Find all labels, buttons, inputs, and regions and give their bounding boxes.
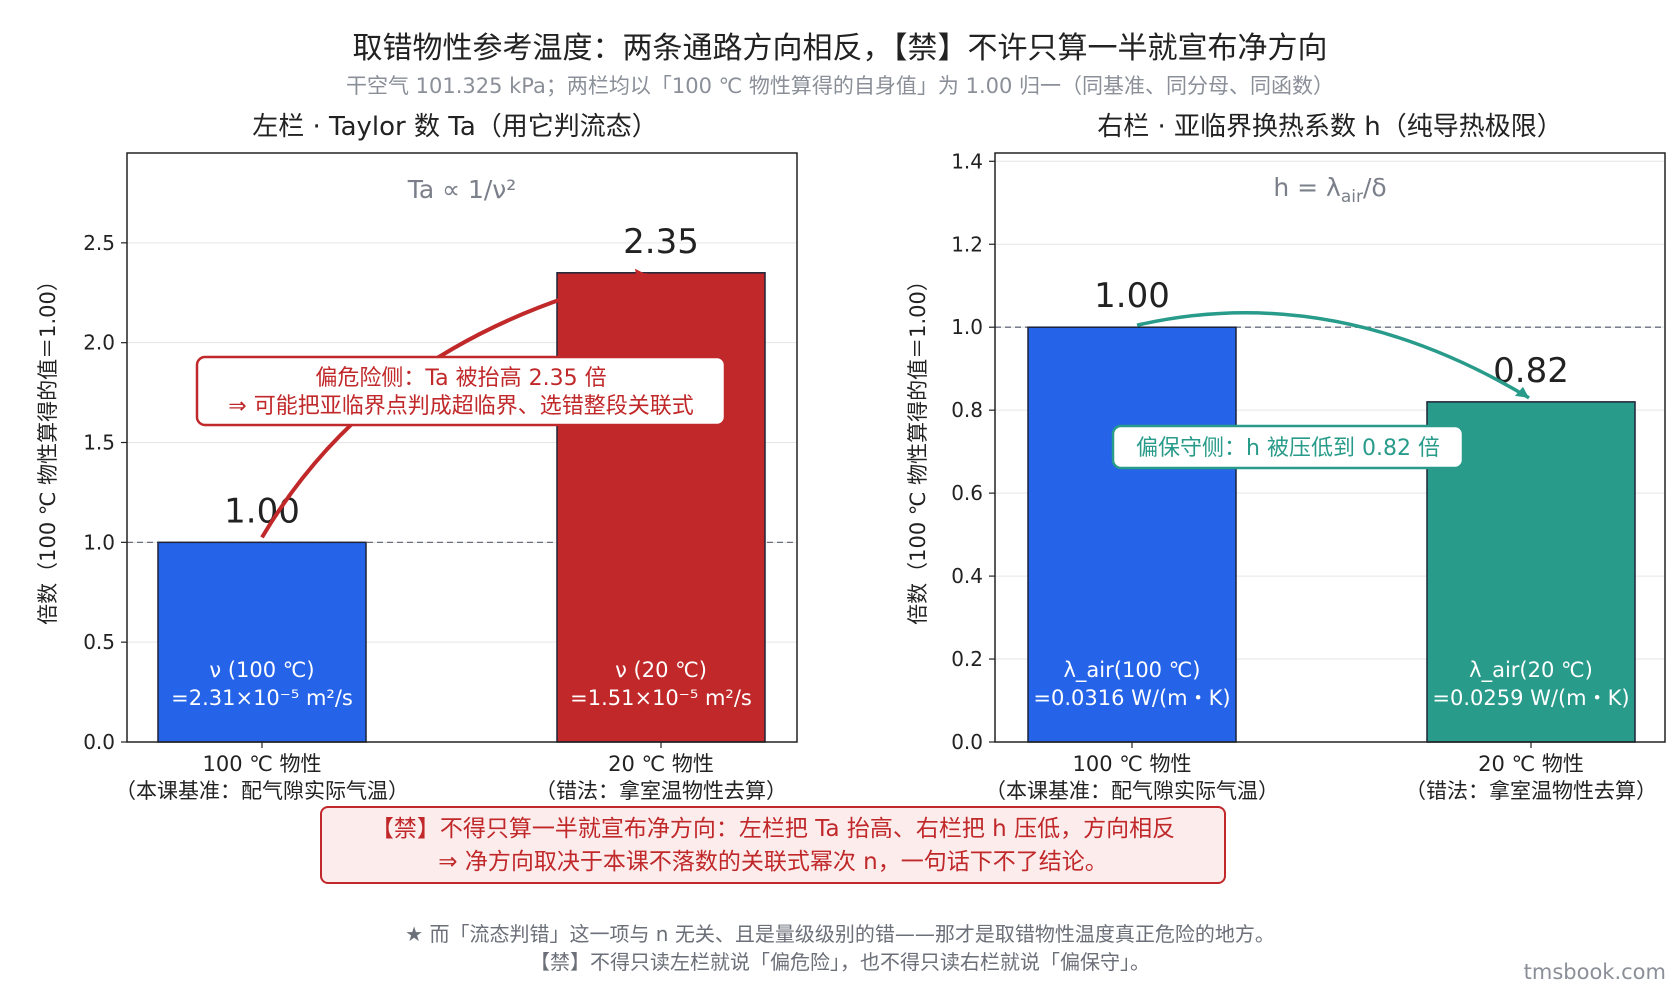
left-chart-panel: 左栏 · Taylor 数 Ta（用它判流态） 0.0 0.5 1.0 1.5 2.0 2.… (36, 112, 798, 803)
y-tick-label: 0.0 (83, 730, 115, 754)
y-tick-label: 0.0 (951, 730, 983, 754)
chart-title: 左栏 · Taylor 数 Ta（用它判流态） (252, 112, 658, 142)
y-tick-label: 1.0 (83, 530, 115, 554)
trend-arrow (1136, 311, 1530, 400)
y-axis-label: 倍数（100 ℃ 物性算得的值＝1.00） (36, 270, 60, 625)
bar (157, 541, 367, 743)
y-tick-label: 1.2 (951, 232, 983, 256)
chart-title: 右栏 · 亚临界换热系数 h（纯导热极限） (1097, 112, 1563, 142)
formula-label: Ta ∝ 1/ν² (407, 175, 517, 204)
x-tick-label: （本课基准：配气隙实际气温） (115, 779, 409, 803)
warning-line-1: 【禁】不得只算一半就宣布净方向：左栏把 Ta 抬高、右栏把 h 压低，方向相反 (370, 816, 1176, 842)
footer-note-1: ★ 而「流态判错」这一项与 n 无关、且是量级级别的错——那才是取错物性温度真正… (405, 922, 1275, 946)
bar-inner-label: ν (20 ℃) (615, 658, 707, 682)
bar-inner-label: λ_air(100 ℃) (1064, 658, 1201, 683)
y-tick-label: 0.8 (951, 398, 983, 422)
y-tick-label: 1.5 (83, 431, 115, 455)
footer-note-2: 【禁】不得只读左栏就说「偏危险」，也不得只读右栏就说「偏保守」。 (530, 950, 1150, 974)
trend-arrowhead (635, 268, 647, 280)
x-tick-label: （本课基准：配气隙实际气温） (985, 779, 1279, 803)
bar-value-label: 1.00 (1094, 276, 1170, 316)
right-chart-panel: 右栏 · 亚临界换热系数 h（纯导热极限） 0.0 0.2 0.4 0.6 0.8 1.0 1… (906, 112, 1666, 803)
x-tick-label: 100 ℃ 物性 (1072, 752, 1191, 776)
bar-inner-label: =2.31×10⁻⁵ m²/s (171, 686, 353, 710)
y-axis-label: 倍数（100 ℃ 物性算得的值＝1.00） (906, 270, 930, 625)
plot-frame (126, 152, 798, 743)
bar-inner-label: =1.51×10⁻⁵ m²/s (570, 686, 752, 710)
y-tick-label: 0.6 (951, 481, 983, 505)
y-tick-label: 2.0 (83, 331, 115, 355)
bar-value-label: 2.35 (623, 222, 699, 262)
warning-line-2: ⇒ 净方向取决于本课不落数的关联式幂次 n，一句话下不了结论。 (438, 849, 1108, 875)
bar-inner-label: ν (100 ℃) (209, 658, 314, 682)
formula-label: h = λair/δ (1273, 173, 1386, 207)
annotation-text: ⇒ 可能把亚临界点判成超临界、选错整段关联式 (228, 394, 693, 419)
y-tick-label: 0.4 (951, 564, 983, 588)
x-tick-label: 20 ℃ 物性 (1478, 752, 1584, 776)
x-tick-label: （错法：拿室温物性去算） (535, 779, 787, 803)
y-tick-label: 1.0 (951, 315, 983, 339)
annotation-box (1111, 424, 1465, 470)
trend-arrowhead (1515, 386, 1529, 398)
figure-title: 取错物性参考温度：两条通路方向相反，【禁】不许只算一半就宣布净方向 (353, 31, 1328, 66)
plot-frame (994, 152, 1666, 743)
watermark: tmsbook.com (1523, 960, 1666, 984)
warning-box: 【禁】不得只算一半就宣布净方向：左栏把 Ta 抬高、右栏把 h 压低，方向相反 … (320, 806, 1226, 884)
y-tick-label: 1.4 (951, 149, 983, 173)
y-tick-label: 2.5 (83, 231, 115, 255)
annotation-text: 偏保守侧：h 被压低到 0.82 倍 (1136, 436, 1440, 461)
y-tick-label: 0.2 (951, 647, 983, 671)
annotation-text: 偏危险侧：Ta 被抬高 2.35 倍 (315, 366, 606, 391)
bar-inner-label: λ_air(20 ℃) (1469, 658, 1593, 683)
y-tick-label: 0.5 (83, 630, 115, 654)
x-tick-label: 20 ℃ 物性 (608, 752, 714, 776)
bar-inner-label: =0.0259 W/(m・K) (1432, 686, 1629, 710)
bar (556, 272, 766, 743)
x-tick-label: 100 ℃ 物性 (202, 752, 321, 776)
x-tick-label: （错法：拿室温物性去算） (1405, 779, 1657, 803)
annotation-box (195, 355, 727, 427)
bar (1027, 326, 1237, 743)
figure-subtitle: 干空气 101.325 kPa；两栏均以「100 ℃ 物性算得的自身值」为 1.… (346, 74, 1334, 98)
bar-inner-label: =0.0316 W/(m・K) (1033, 686, 1230, 710)
